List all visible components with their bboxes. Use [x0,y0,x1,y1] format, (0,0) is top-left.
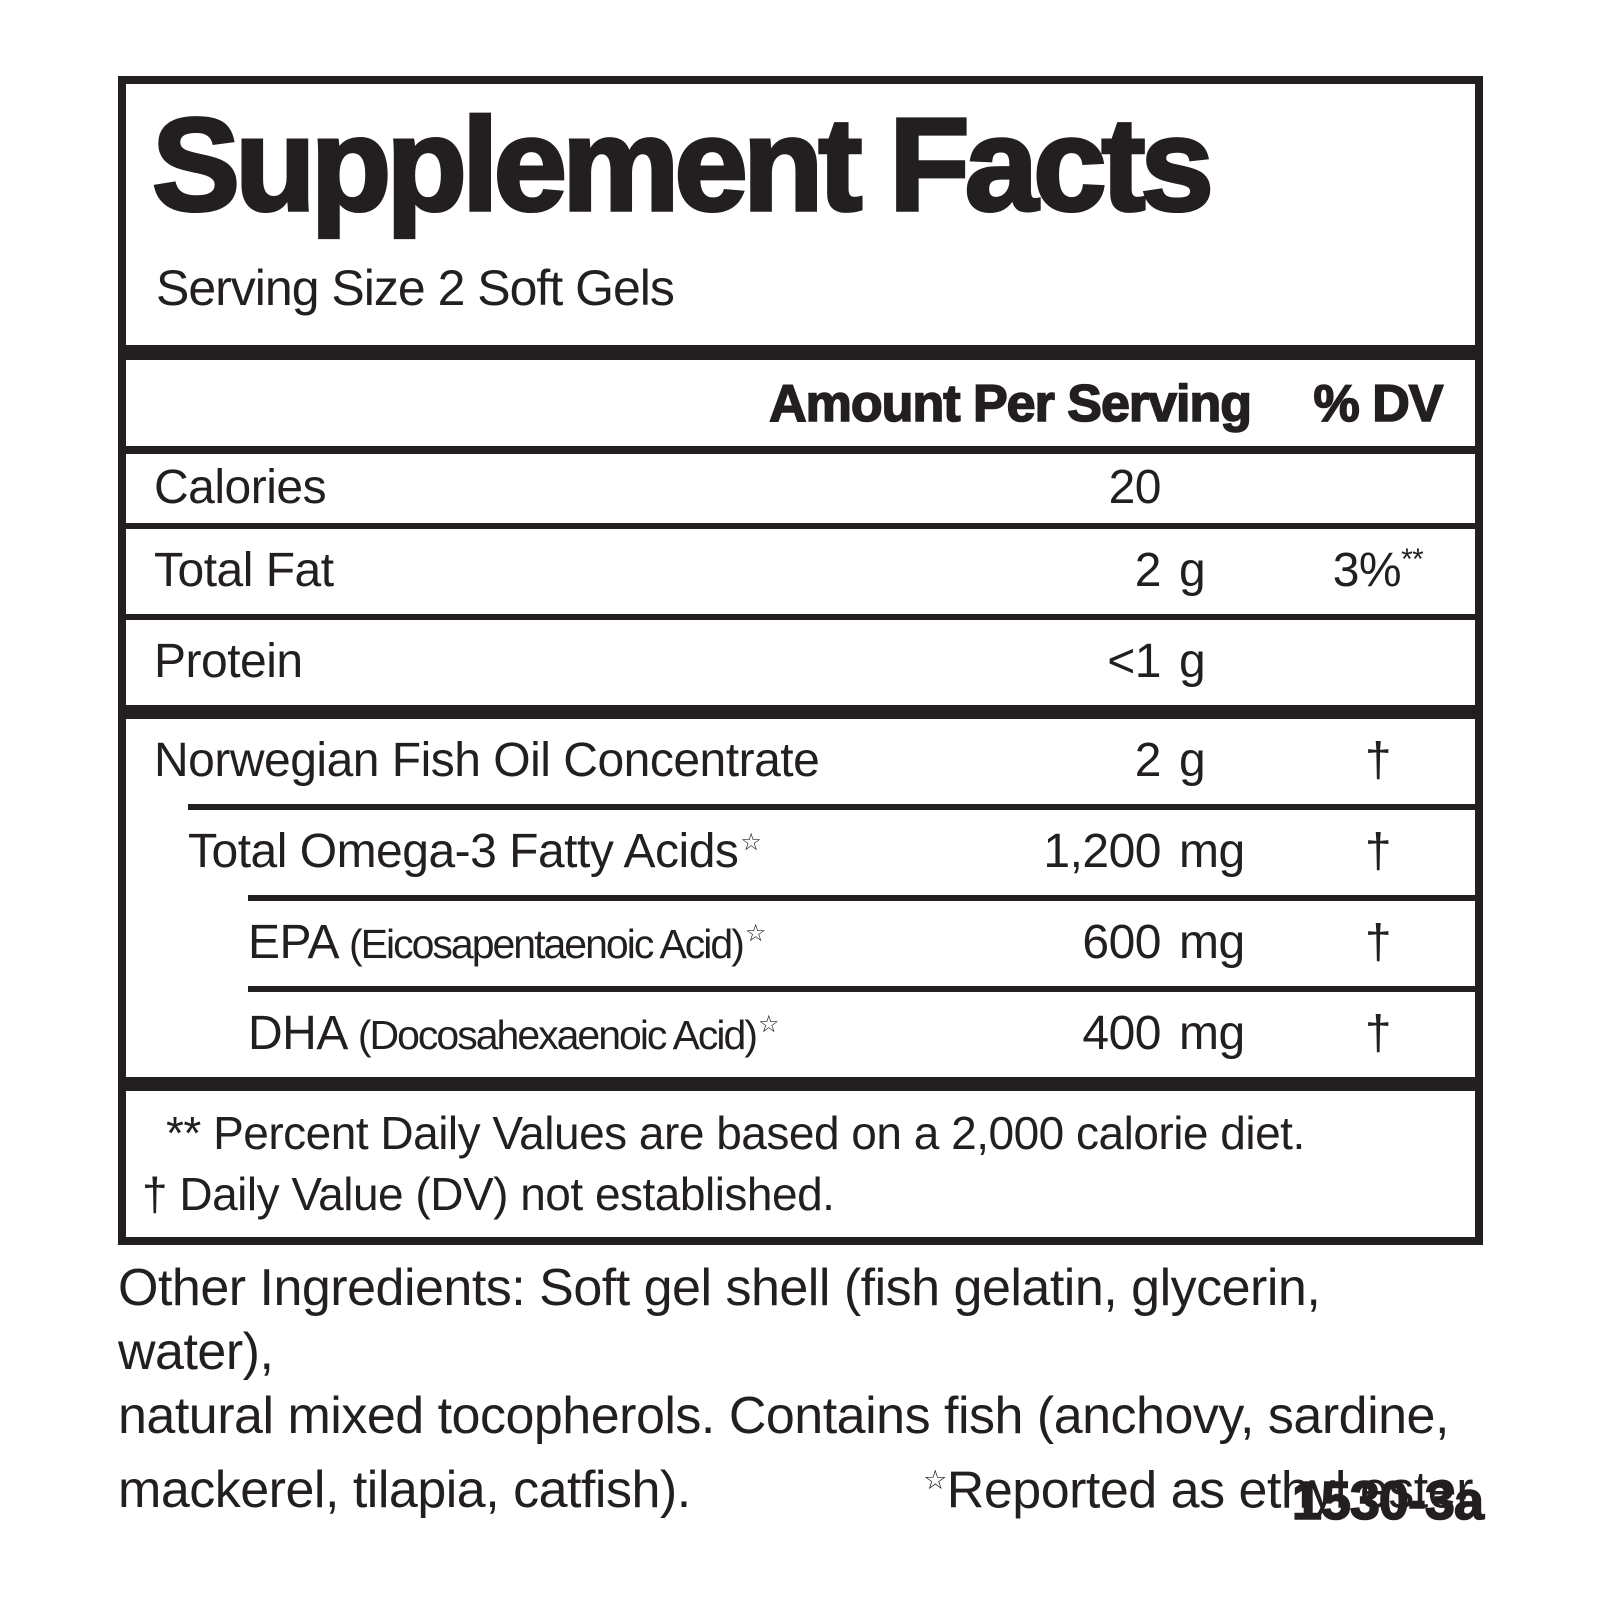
other-ingredients-line: natural mixed tocopherols. Contains fish… [118,1387,1449,1445]
footnote-percent-dv: ** Percent Daily Values are based on a 2… [166,1106,1305,1159]
amount-unit: g [1179,733,1206,787]
table-row-protein: Protein <1 g [126,620,1475,705]
footnote-dv-not-established: † Daily Value (DV) not established. [142,1167,835,1220]
amount-value: 1,200 [1043,824,1161,878]
thick-divider [126,704,1475,719]
table-row-fish-oil-concentrate: Norwegian Fish Oil Concentrate 2 g † [126,719,1475,804]
nutrient-chemical-name: (Docosahexaenoic Acid) [357,1011,758,1058]
row-divider-indented [248,894,1475,901]
amount-value: 600 [1082,915,1161,969]
amount-unit: mg [1179,915,1245,969]
dv-dagger: † [1364,824,1392,878]
row-divider [126,613,1475,620]
amount-unit: g [1179,634,1206,688]
table-row-omega3: Total Omega-3 Fatty Acids☆ 1,200 mg † [126,810,1475,895]
nutrient-name: Norwegian Fish Oil Concentrate [154,733,820,787]
amount-per-serving-header: Amount Per Serving [768,374,1252,434]
row-divider [126,522,1475,529]
row-divider-indented [188,803,1475,810]
table-header-row: Amount Per Serving % DV [126,360,1475,454]
amount-value: 20 [1108,460,1162,514]
percent-dv-header: % DV [1313,374,1445,434]
star-footnote-marker: ☆ [744,919,767,947]
dv-dagger: † [1364,733,1392,787]
amount-value: <1 [1107,634,1161,688]
amount-unit: mg [1179,1006,1245,1060]
star-footnote-marker: ☆ [740,828,762,856]
amount-value: 2 [1134,543,1162,597]
footnotes: ** Percent Daily Values are based on a 2… [126,1091,1475,1237]
nutrient-name: Total Omega-3 Fatty Acids [188,824,739,878]
dv-value: 3% [1332,543,1402,597]
amount-value: 2 [1134,733,1162,787]
nutrient-name: EPA [248,915,339,969]
nutrient-name: DHA [248,1006,348,1060]
star-footnote-marker: ☆ [923,1465,947,1495]
nutrient-name: Total Fat [154,543,334,597]
reported-as-ethyl-ester-note: ☆Reported as ethyl ester. [923,1461,1484,1520]
item-code: 1530-3a [1291,1470,1485,1532]
row-divider-indented [248,985,1475,992]
dv-footnote-marker: ** [1401,542,1424,576]
other-ingredients-line: Other Ingredients: Soft gel shell (fish … [118,1259,1321,1381]
star-footnote-marker: ☆ [757,1010,780,1038]
nutrient-name: Protein [154,634,303,688]
supplement-facts-panel: Supplement Facts Serving Size 2 Soft Gel… [118,76,1483,1245]
nutrient-chemical-name: (Eicosapentaenoic Acid) [348,920,745,967]
table-row-dha: DHA (Docosahexaenoic Acid)☆ 400 mg † [126,992,1475,1077]
panel-title: Supplement Facts [150,91,1215,238]
nutrient-name: Calories [154,460,327,514]
other-ingredients: Other Ingredients: Soft gel shell (fish … [118,1256,1485,1522]
thick-divider [126,344,1475,360]
table-row-total-fat: Total Fat 2 g 3%** [126,529,1475,614]
amount-value: 400 [1082,1006,1161,1060]
amount-unit: mg [1179,824,1245,878]
table-row-epa: EPA (Eicosapentaenoic Acid)☆ 600 mg † [126,901,1475,986]
table-row-calories: Calories 20 [126,454,1475,523]
serving-size: Serving Size 2 Soft Gels [156,259,675,316]
other-ingredients-line: mackerel, tilapia, catfish). [118,1461,691,1520]
amount-unit: g [1179,543,1206,597]
dv-dagger: † [1364,915,1392,969]
dv-dagger: † [1364,1006,1392,1060]
thick-divider [126,1076,1475,1091]
